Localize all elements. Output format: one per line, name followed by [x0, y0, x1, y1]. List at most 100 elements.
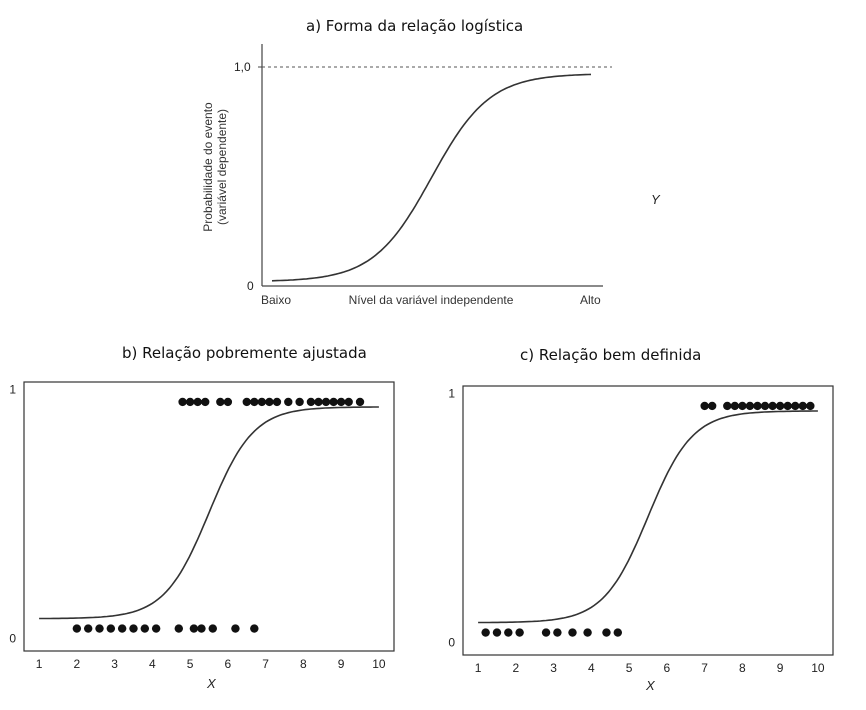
- chart-a-xtick-label-low: Baixo: [261, 293, 291, 307]
- chart-b-point-y1: [265, 397, 274, 407]
- chart-b-point-y1: [193, 397, 202, 407]
- chart-c-xtick-label: 6: [664, 661, 671, 675]
- chart-c-point-y1: [791, 401, 800, 411]
- chart-b-point-y0: [197, 624, 206, 633]
- chart-b-xtick-label: 7: [262, 657, 269, 671]
- chart-c-point-y1: [723, 401, 732, 411]
- chart-b-point-y1: [336, 397, 346, 407]
- chart-b-point-y0: [129, 624, 138, 633]
- chart-b-ytick-label: 1: [9, 382, 16, 396]
- chart-c: 1 2 3 4 5 6 7 8 9 10 0 1 X: [448, 385, 834, 693]
- chart-c-xtick-label: 2: [513, 661, 520, 675]
- chart-b-xtick-label: 5: [187, 657, 194, 671]
- chart-b-point-y0: [151, 624, 161, 633]
- chart-b-xtick-label: 6: [225, 657, 232, 671]
- chart-c-x-axis-label: X: [645, 678, 656, 693]
- chart-c-point-y0: [602, 628, 611, 637]
- chart-c-point-y0: [481, 628, 490, 637]
- chart-c-frame: [462, 385, 834, 656]
- chart-b-title: b) Relação pobremente ajustada: [122, 344, 367, 362]
- chart-c-xtick-label: 1: [475, 661, 482, 675]
- chart-b-ytick-label: 0: [9, 632, 16, 646]
- chart-c-ytick-label: 1: [448, 386, 455, 400]
- chart-c-point-y0: [583, 628, 592, 637]
- chart-c-point-y1: [798, 401, 807, 411]
- chart-a-ytick-label-top: 1,0: [234, 60, 251, 74]
- chart-b-xtick-label: 3: [111, 657, 118, 671]
- chart-c-point-y1: [700, 401, 709, 411]
- chart-b: 1 2 3 4 5 6 7 8 9 10 0 1 X: [9, 381, 395, 691]
- chart-b-xtick-label: 9: [338, 657, 345, 671]
- chart-b-point-y0: [174, 624, 183, 633]
- chart-c-xtick-label: 8: [739, 661, 746, 675]
- chart-c-point-y1: [730, 401, 740, 411]
- chart-c-xtick-label: 5: [626, 661, 633, 675]
- chart-b-point-y0: [72, 624, 82, 633]
- chart-b-point-y0: [250, 624, 259, 633]
- chart-b-point-y0: [189, 624, 199, 633]
- chart-c-point-y1: [775, 401, 785, 411]
- chart-a-logistic-curve: [271, 73, 592, 282]
- chart-c-ytick-label: 0: [448, 636, 455, 650]
- chart-c-title: c) Relação bem definida: [520, 346, 702, 364]
- chart-b-point-y1: [329, 397, 338, 407]
- chart-c-point-y0: [515, 628, 524, 637]
- chart-c-point-y1: [806, 401, 815, 411]
- chart-b-point-y1: [242, 397, 251, 407]
- chart-b-xtick-label: 4: [149, 657, 156, 671]
- chart-a-x-axis-label: Nível da variável independente: [349, 293, 514, 307]
- chart-b-point-y0: [117, 624, 127, 633]
- chart-b-xtick-label: 10: [372, 657, 386, 671]
- chart-c-point-y1: [753, 401, 762, 411]
- side-label-y: Y: [651, 192, 661, 207]
- chart-b-point-y0: [231, 624, 240, 633]
- chart-b-xtick-label: 2: [74, 657, 81, 671]
- chart-c-xtick-label: 7: [701, 661, 708, 675]
- chart-c-point-y0: [553, 628, 562, 637]
- chart-b-point-y1: [284, 397, 293, 407]
- chart-a: 1,0 0 Baixo Alto Nível da variável indep…: [201, 44, 661, 307]
- chart-c-point-y0: [568, 628, 577, 637]
- chart-c-point-y0: [492, 628, 502, 637]
- chart-b-logistic-curve: [39, 406, 379, 620]
- chart-a-title: a) Forma da relação logística: [306, 17, 524, 35]
- chart-b-point-y0: [95, 624, 104, 633]
- chart-c-point-y1: [707, 401, 717, 411]
- chart-b-point-y1: [201, 397, 210, 407]
- chart-c-xtick-label: 9: [777, 661, 784, 675]
- chart-b-point-y0: [208, 624, 217, 633]
- chart-c-point-y0: [541, 628, 551, 637]
- chart-b-x-axis-label: X: [206, 676, 217, 691]
- chart-b-point-y1: [185, 397, 195, 407]
- chart-b-point-y1: [257, 397, 267, 407]
- chart-c-point-y1: [768, 401, 777, 411]
- chart-c-xtick-label: 10: [811, 661, 825, 675]
- chart-c-point-y1: [783, 401, 792, 411]
- chart-b-point-y1: [216, 397, 225, 407]
- chart-c-xtick-label: 4: [588, 661, 595, 675]
- chart-b-point-y1: [355, 397, 365, 407]
- chart-a-y-axis-label-line1: Probabilidade do evento: [201, 102, 215, 232]
- chart-b-frame: [23, 381, 395, 652]
- chart-b-xtick-label: 8: [300, 657, 307, 671]
- chart-a-y-axis-label-line2: (variável dependente): [215, 109, 229, 225]
- chart-b-point-y1: [321, 397, 331, 407]
- chart-a-xtick-label-high: Alto: [580, 293, 601, 307]
- chart-b-point-y0: [140, 624, 150, 633]
- chart-b-point-y1: [272, 397, 282, 407]
- chart-a-ytick-label-bottom: 0: [247, 279, 254, 293]
- chart-c-point-y0: [613, 628, 622, 637]
- chart-c-point-y1: [760, 401, 770, 411]
- chart-c-point-y1: [738, 401, 747, 411]
- chart-b-point-y1: [306, 397, 316, 407]
- chart-b-point-y1: [295, 397, 304, 407]
- chart-b-point-y1: [344, 397, 353, 407]
- chart-c-logistic-curve: [478, 410, 818, 624]
- chart-b-point-y0: [83, 624, 93, 633]
- chart-c-point-y0: [504, 628, 513, 637]
- chart-b-point-y1: [223, 397, 233, 407]
- chart-c-xtick-label: 3: [550, 661, 557, 675]
- chart-c-point-y1: [745, 401, 755, 411]
- chart-b-xtick-label: 1: [36, 657, 43, 671]
